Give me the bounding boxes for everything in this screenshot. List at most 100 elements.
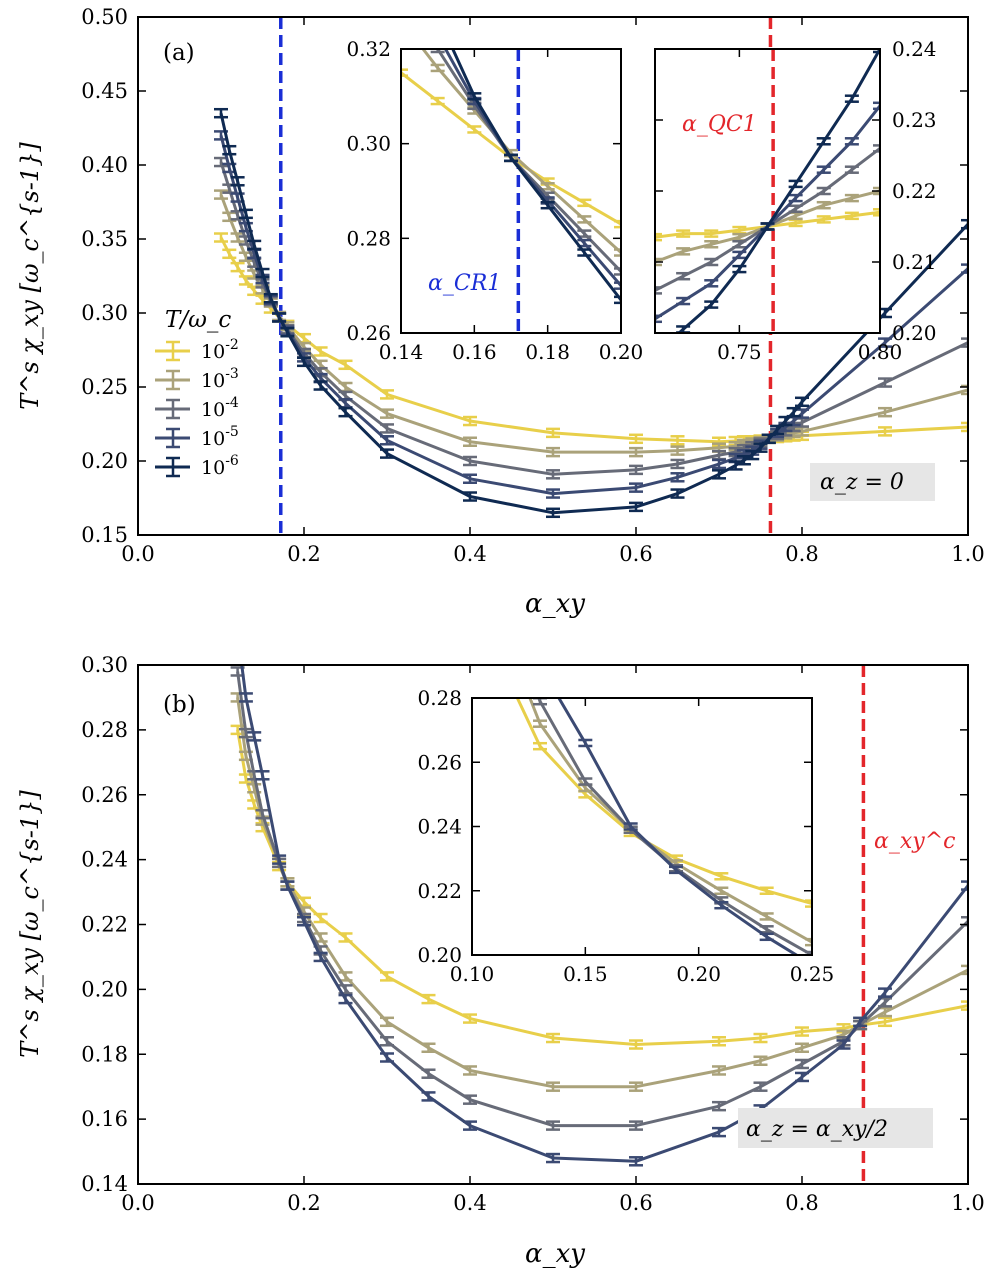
panel-b: 0.0 0.2 0.4 0.6 0.8 1.00.140.160.180.200.220.… (16, 576, 985, 1269)
inset-a1-ytick-2: 0.30 (346, 132, 391, 156)
panel-a-series-2-point (546, 446, 560, 458)
panel-a-series-1-point (629, 433, 643, 445)
panel-b-series-4-point (231, 629, 245, 637)
inset-b1-series-2-point (714, 886, 729, 895)
panel-a-series-1-point (546, 427, 560, 439)
panel-a-ticks: 0.0 0.2 0.4 0.6 0.8 1.0 0.15 0.20 0.25 0.30 0.35 0.… (81, 5, 984, 566)
inset-b1-series-4-point (623, 822, 638, 831)
panel-b-xtick-4: 0.8 (785, 1191, 818, 1215)
inset-a2-series-3-point (655, 286, 662, 295)
annotation-text: α_z = α_xy/2 (746, 1117, 888, 1142)
inset-a2: 0.75 0.800.20 0.21 0.22 0.23 0.24 α_QC1 (654, 37, 937, 364)
panel-b-series-3-point (961, 916, 968, 927)
panel-a-series-2-point (214, 189, 228, 200)
legend-entry-3: 10-4 (155, 395, 239, 421)
inset-a1-frame (400, 48, 622, 334)
inset-b1-series-4-point (669, 865, 683, 875)
panel-a-series-4-point (878, 337, 892, 348)
panel-a-series-3-point (380, 423, 394, 434)
inset-a2-series-4-point (844, 137, 859, 146)
inset-b1-series-2-point (488, 605, 502, 611)
inset-b1-series-1-point (759, 886, 774, 895)
legend-label-2: 10-3 (201, 366, 239, 392)
panel-b-xtick-5: 1.0 (951, 1191, 984, 1215)
panel-a-series-5-point (670, 488, 685, 499)
inset-a2-ytick-1: 0.21 (892, 250, 937, 274)
inset-a1-series-1-point (401, 68, 408, 77)
panel-b-series-2-point (795, 1042, 809, 1054)
panel-a-series-1-point (214, 232, 228, 243)
legend-entry-4: 10-5 (155, 424, 239, 450)
panel-a-ytick-6: 0.45 (81, 79, 128, 103)
panel-a-series-5-point (297, 356, 311, 368)
inset-a2-series-1-point (816, 215, 831, 224)
panel-a-series-4-point (629, 482, 643, 493)
inset-a2-ytick-4: 0.24 (892, 37, 937, 61)
panel-b-series-4-point (380, 1052, 394, 1063)
panel-a-series-5-point (338, 406, 353, 418)
panel-b-ytick-2: 0.18 (81, 1042, 128, 1066)
panel-b-series-3-point (795, 1058, 809, 1070)
inset-a1-series-5-point (504, 153, 518, 163)
inset-b1-series-4-point (759, 932, 774, 942)
panel-b-ytick-1: 0.16 (81, 1107, 128, 1131)
inset-b1-series-3-point (488, 576, 502, 582)
panel-b-ytick-3: 0.20 (81, 977, 128, 1001)
panel-b-series-3-point (238, 727, 253, 739)
panel-a-series-4-point (961, 263, 968, 274)
alpha-qc1-label: α_QC1 (682, 112, 757, 137)
panel-b-series-3-point (629, 1120, 643, 1131)
panel-b-xtick-3: 0.6 (619, 1191, 652, 1215)
panel-a-series-1-point (380, 389, 394, 400)
inset-a1-xtick-2: 0.18 (525, 340, 570, 364)
panel-a-ytick-7: 0.50 (81, 5, 128, 29)
inset-a1-series-5-point (577, 248, 592, 257)
inset-a1-series-5-point (467, 92, 482, 101)
panel-a-series-5-point (380, 448, 394, 459)
panel-b-ytick-8: 0.30 (81, 653, 128, 677)
panel-b-series-4-point (712, 1126, 726, 1138)
inset-b1-series-4-point (578, 738, 593, 748)
inset-a2-series-2-point (655, 257, 662, 267)
panel-b-series-3-point (712, 1100, 726, 1112)
panel-a-xlabel: α_xy (525, 589, 585, 619)
panel-b-series-2-point (753, 1055, 768, 1066)
inset-a2-series-3-point (873, 144, 880, 153)
inset-a2-series-1-point (704, 229, 719, 238)
panel-a-series-4-point (380, 435, 394, 446)
inset-b1-ytick-2: 0.24 (417, 815, 462, 839)
panel-b-series-3-point (255, 808, 270, 820)
panel-b-xtick-1: 0.2 (287, 1191, 320, 1215)
panel-b-series-2-point (878, 1006, 892, 1018)
inset-a2-series-3-point (816, 186, 831, 196)
inset-a2-series-4-point (732, 250, 747, 260)
inset-b1-series-3-point (578, 777, 593, 786)
panel-a-series-5-point (222, 144, 237, 156)
panel-a-series-3-point (670, 458, 685, 470)
inset-a2-ytick-2: 0.22 (892, 179, 937, 203)
panel-a-series-2-point (878, 406, 892, 418)
panel-b-series-4-point (463, 1120, 477, 1131)
panel-a-series-5-point (238, 208, 253, 220)
legend-label-5: 10-6 (201, 453, 239, 479)
panel-a-series-3-point (546, 469, 560, 480)
legend-entry-1: 10-2 (155, 337, 239, 363)
alpha-xy-c-label: α_xy^c (874, 829, 955, 854)
panel-b-series-1-point (629, 1039, 643, 1050)
inset-a2-series-5-point (704, 300, 719, 309)
inset-a1-series-5-point (540, 200, 555, 210)
panel-b-series-1-point (380, 971, 394, 982)
inset-a2-series-1-point (676, 229, 691, 238)
inset-a2-series-1-point (655, 232, 662, 242)
panel-a-series-5-point (313, 380, 328, 391)
panel-b-series-4-point (238, 692, 253, 703)
inset-a1-series-5-point (614, 295, 621, 305)
panel-a-series (214, 107, 968, 519)
panel-b-series-2-point (546, 1081, 560, 1092)
inset-a2-ytick-0: 0.20 (892, 321, 937, 345)
panel-b-series-4-point (853, 1016, 868, 1028)
panel-a-xtick-2: 0.4 (453, 542, 486, 566)
legend-label-4: 10-5 (201, 424, 239, 450)
panel-b-ylabel: T^s χ_xy [ω_c^{s-1}] (16, 790, 44, 1058)
